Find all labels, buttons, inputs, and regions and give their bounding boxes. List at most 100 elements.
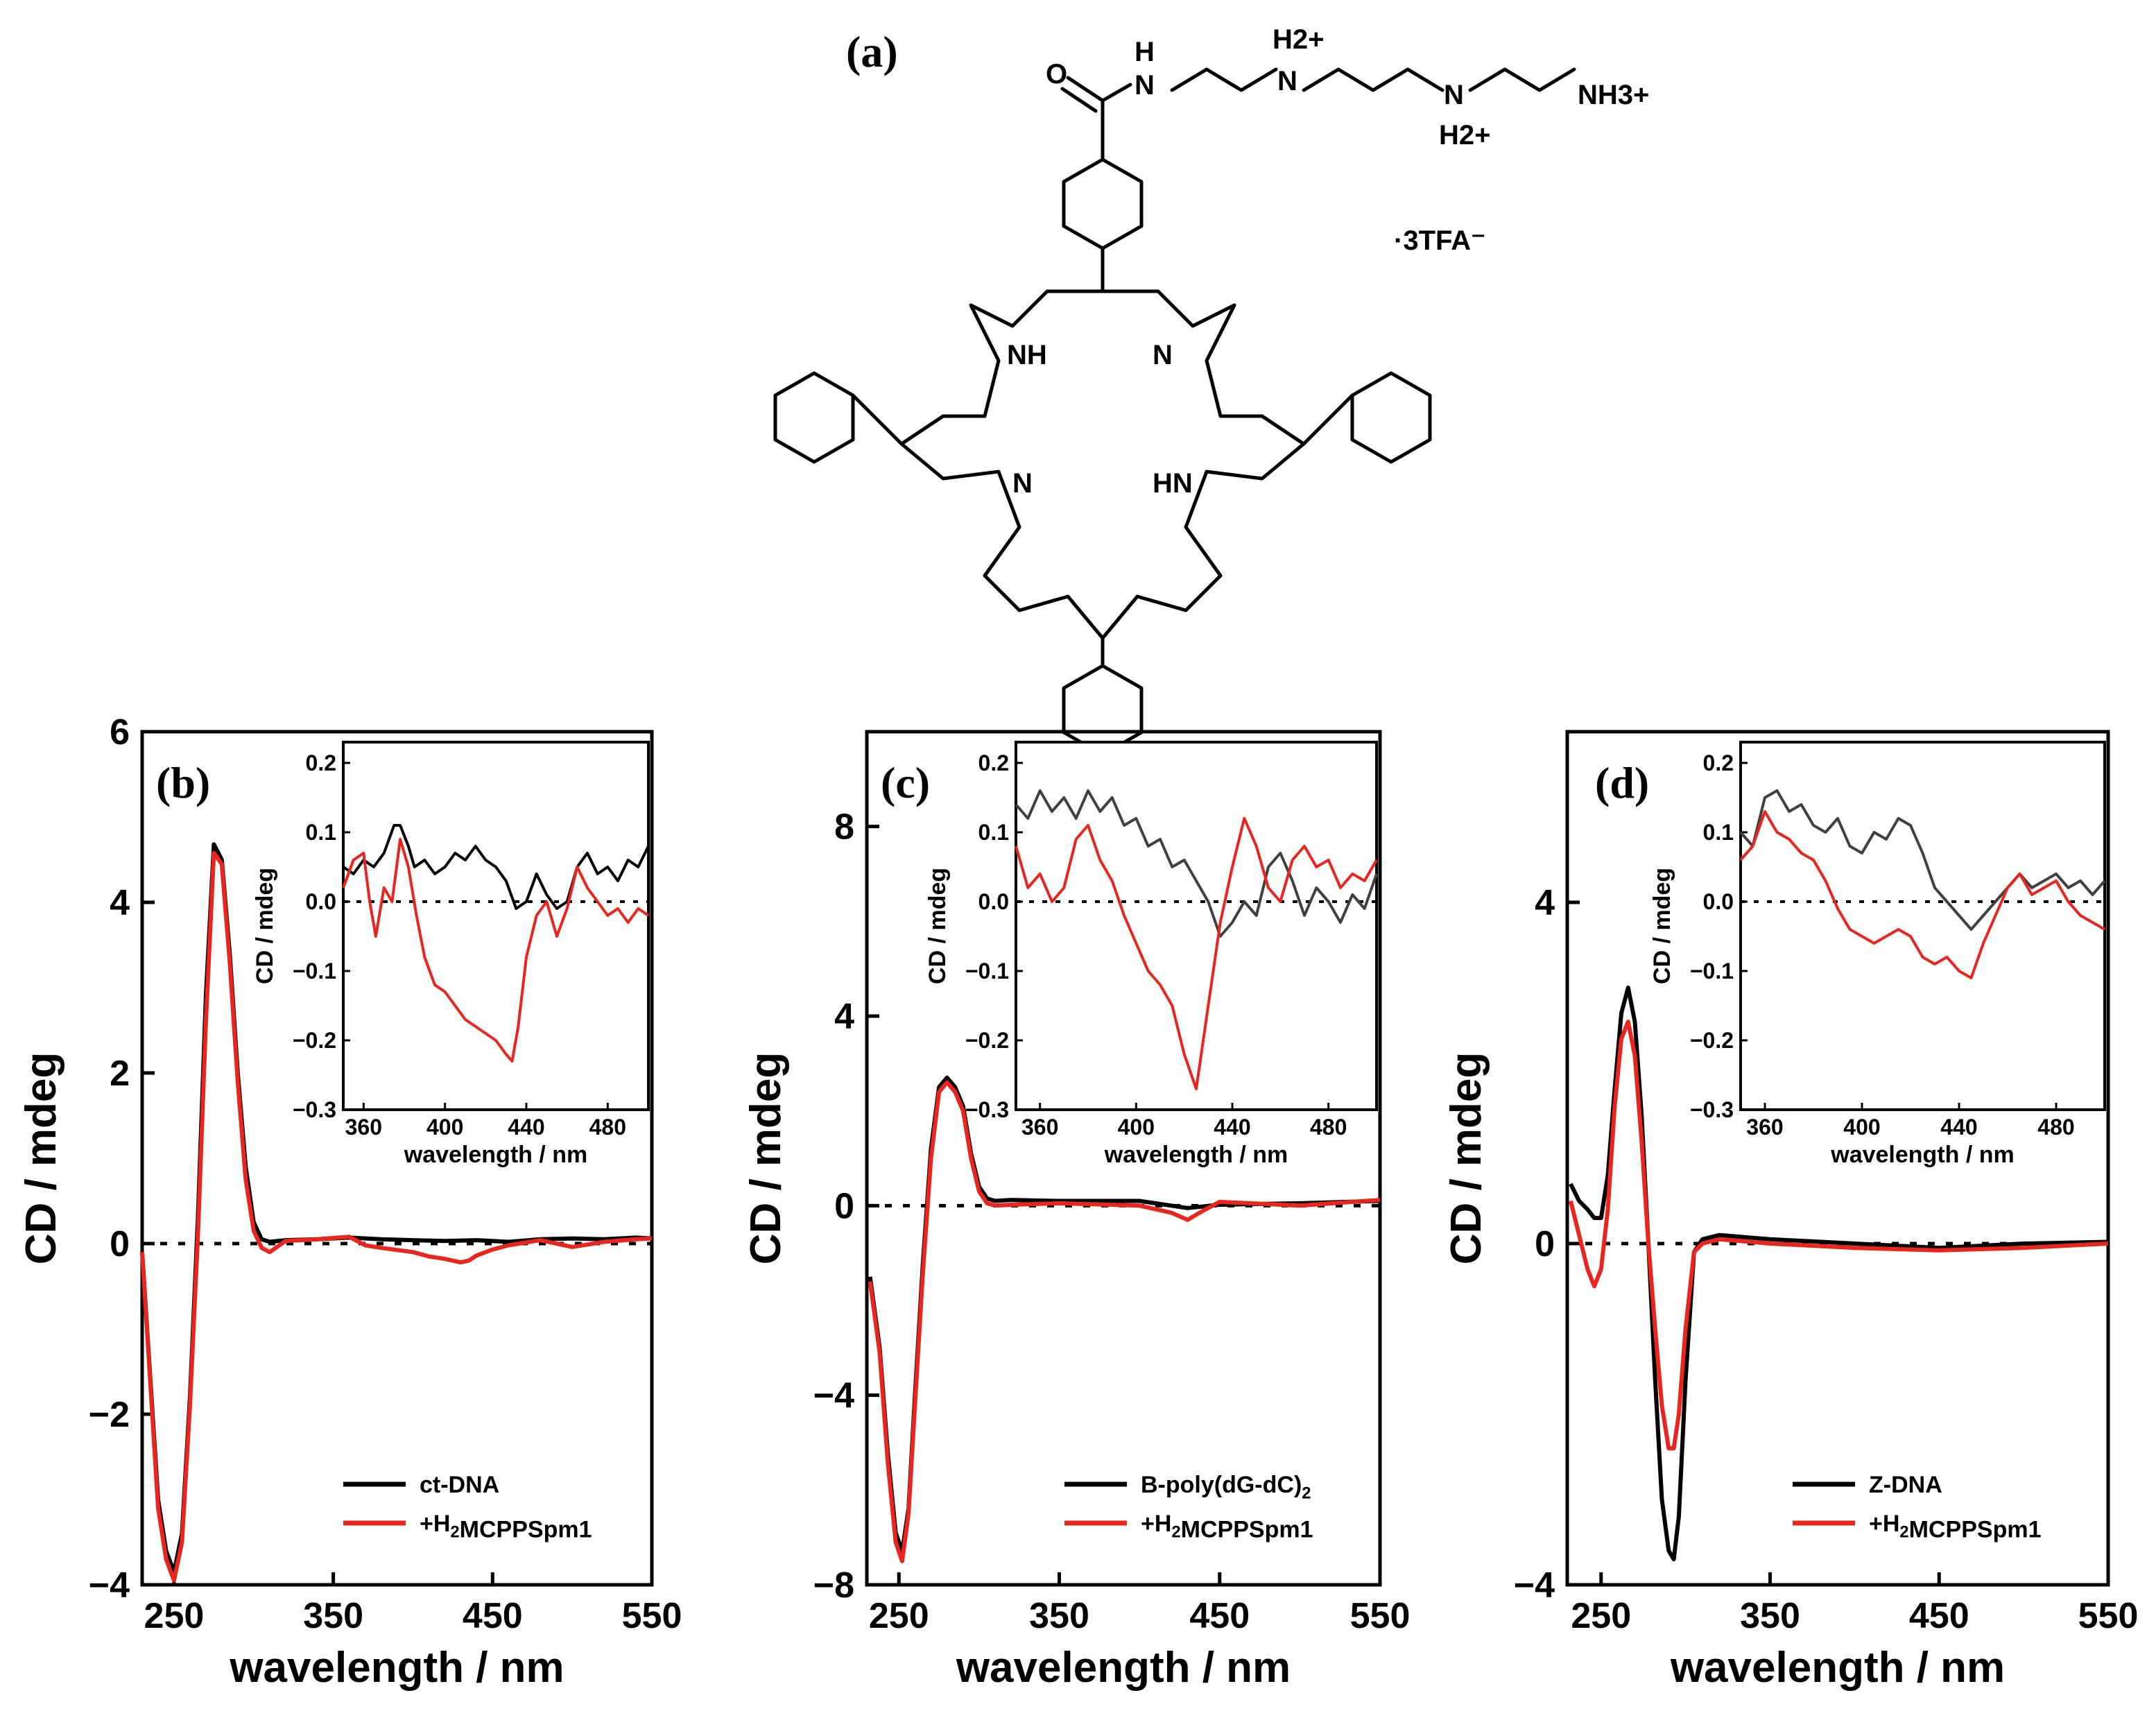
y-tick-label: 0 bbox=[1535, 1224, 1555, 1264]
x-tick-label: 350 bbox=[1740, 1596, 1800, 1636]
inset-y-tick-label: 0.0 bbox=[306, 889, 336, 914]
series-line-porphyrin bbox=[140, 850, 653, 1583]
panel-c: 250 350 450 550 −8 −4 0 4 8 wavelength / nm CD / m… bbox=[742, 730, 1411, 1692]
counterion: ·3TFA⁻ bbox=[1394, 225, 1485, 256]
molecule-structure: (a) O N H N H2+ N H2+ NH3+ ·3TFA⁻ NH N N… bbox=[773, 24, 1649, 757]
inset-x-tick-label: 440 bbox=[508, 1115, 544, 1140]
y-tick-label: −2 bbox=[89, 1395, 130, 1435]
x-tick-label: 450 bbox=[1909, 1596, 1969, 1636]
inset-y-tick-label: 0.0 bbox=[978, 889, 1009, 914]
y-tick-label: −8 bbox=[813, 1565, 854, 1606]
inset-x-tick-label: 360 bbox=[345, 1115, 382, 1140]
y-tick-label: 8 bbox=[834, 807, 854, 848]
inset-y-tick-label: −0.3 bbox=[965, 1097, 1009, 1122]
x-tick-label: 450 bbox=[1189, 1596, 1250, 1636]
inset-y-tick-label: 0.1 bbox=[1703, 820, 1734, 845]
x-axis-label: wavelength / nm bbox=[1670, 1644, 2005, 1692]
y-tick-label: −4 bbox=[813, 1376, 854, 1416]
inset-frame bbox=[342, 741, 650, 1111]
inset-x-tick-label: 440 bbox=[1214, 1115, 1250, 1140]
atom-nh3-plus: NH3+ bbox=[1578, 80, 1649, 110]
x-tick-label: 250 bbox=[144, 1596, 205, 1636]
y-tick-label: −4 bbox=[89, 1565, 130, 1606]
inset-frame bbox=[1015, 741, 1378, 1111]
x-tick-label: 350 bbox=[1029, 1596, 1089, 1636]
x-axis-label: wavelength / nm bbox=[956, 1644, 1291, 1692]
chain-1 bbox=[1170, 67, 1278, 92]
cd-panels: 250 350 450 550 −4 −2 0 2 4 6 wavelength / nm CD / … bbox=[17, 712, 2138, 1692]
inset-y-tick-label: −0.2 bbox=[293, 1028, 336, 1053]
panel-b: 250 350 450 550 −4 −2 0 2 4 6 wavelength / nm CD / … bbox=[17, 712, 682, 1692]
y-tick-label: 4 bbox=[834, 997, 854, 1037]
plot-frame bbox=[865, 730, 1382, 1587]
atom-n-pyrrole-3: N bbox=[1012, 468, 1033, 499]
ring-right-phenyl bbox=[1350, 371, 1432, 464]
x-tick-label: 550 bbox=[1350, 1596, 1411, 1636]
inset-series-line-porphyrin bbox=[1015, 817, 1378, 1090]
inset-x-tick-label: 480 bbox=[1310, 1115, 1347, 1140]
inset-x-tick-label: 400 bbox=[426, 1115, 463, 1140]
series-line-dna bbox=[1569, 986, 2109, 1562]
inset-y-tick-label: −0.2 bbox=[965, 1028, 1009, 1053]
atom-o: O bbox=[1046, 59, 1067, 89]
panel-letter-b: (b) bbox=[156, 758, 210, 807]
panel-letter-c: (c) bbox=[881, 758, 930, 807]
atom-h-amide: H bbox=[1135, 37, 1155, 67]
x-tick-label: 250 bbox=[1571, 1596, 1631, 1636]
plot-frame bbox=[140, 730, 654, 1587]
inset-c: 360 400 440 480 −0.3 −0.2 −0.1 0.0 0.1 0.2 wavelen… bbox=[924, 741, 1378, 1168]
legend-label: +H2MCPPSpm1 bbox=[1869, 1511, 2042, 1543]
y-axis-label: CD / mdeg bbox=[17, 1052, 65, 1265]
inset-series-line-dna bbox=[1015, 789, 1378, 938]
atom-n-amide: N bbox=[1135, 70, 1155, 101]
y-axis-label: CD / mdeg bbox=[742, 1052, 790, 1265]
inset-d: 360 400 440 480 −0.3 −0.2 −0.1 0.0 0.1 0.2 wavelen… bbox=[1649, 741, 2106, 1168]
inset-y-tick-label: 0.1 bbox=[306, 820, 336, 845]
inset-frame bbox=[1739, 741, 2106, 1111]
panel-d: 250 350 450 550 −4 0 4 wavelength / nm CD / mdeg… bbox=[1442, 730, 2139, 1692]
bond bbox=[1101, 83, 1132, 103]
legend-label: B-poly(dG-dC)2 bbox=[1141, 1472, 1311, 1503]
plot-frame bbox=[1565, 730, 2110, 1587]
inset-y-axis-label: CD / mdeg bbox=[1649, 868, 1675, 984]
inset-x-tick-label: 480 bbox=[589, 1115, 626, 1140]
chain-2 bbox=[1302, 67, 1444, 92]
y-tick-label: 4 bbox=[110, 883, 130, 923]
inset-y-tick-label: 0.2 bbox=[978, 750, 1009, 775]
inset-x-axis-label: wavelength / nm bbox=[1830, 1142, 2015, 1168]
x-tick-label: 350 bbox=[303, 1596, 363, 1636]
inset-series-line-porphyrin bbox=[1739, 810, 2105, 979]
ring-top-phenyl bbox=[1062, 157, 1144, 250]
inset-y-tick-label: −0.1 bbox=[965, 959, 1009, 983]
y-tick-label: 0 bbox=[834, 1186, 854, 1226]
legend-label: ct-DNA bbox=[420, 1472, 499, 1498]
inset-y-axis-label: CD / mdeg bbox=[924, 868, 951, 984]
bond bbox=[1066, 76, 1105, 103]
series-line-porphyrin bbox=[1568, 1020, 2109, 1451]
inset-x-tick-label: 400 bbox=[1843, 1115, 1880, 1140]
inset-y-axis-label: CD / mdeg bbox=[252, 868, 278, 984]
atom-n-plus-2: N bbox=[1444, 80, 1464, 110]
legend-label: +H2MCPPSpm1 bbox=[420, 1511, 592, 1543]
legend: Z-DNA +H2MCPPSpm1 bbox=[1793, 1472, 2042, 1543]
inset-series-line-dna bbox=[342, 824, 650, 910]
inset-x-tick-label: 480 bbox=[2037, 1115, 2074, 1140]
y-axis-label: CD / mdeg bbox=[1442, 1052, 1490, 1265]
x-tick-label: 250 bbox=[869, 1596, 929, 1636]
inset-y-tick-label: −0.3 bbox=[293, 1097, 336, 1122]
x-axis-label: wavelength / nm bbox=[229, 1644, 564, 1692]
atom-n-pyrrole-2: N bbox=[1153, 340, 1173, 370]
bond bbox=[851, 393, 904, 446]
series-line-porphyrin bbox=[868, 1080, 1381, 1563]
x-tick-label: 550 bbox=[2078, 1596, 2139, 1636]
inset-series-line-porphyrin bbox=[342, 838, 650, 1063]
inset-x-axis-label: wavelength / nm bbox=[1104, 1142, 1288, 1168]
y-tick-label: 6 bbox=[110, 712, 130, 753]
y-tick-label: 0 bbox=[110, 1224, 130, 1264]
inset-y-tick-label: −0.1 bbox=[1690, 959, 1734, 983]
atom-nh-pyrrole-4: HN bbox=[1153, 468, 1193, 499]
bond bbox=[1302, 393, 1354, 446]
y-tick-label: 4 bbox=[1535, 883, 1555, 923]
inset-x-axis-label: wavelength / nm bbox=[404, 1142, 588, 1168]
